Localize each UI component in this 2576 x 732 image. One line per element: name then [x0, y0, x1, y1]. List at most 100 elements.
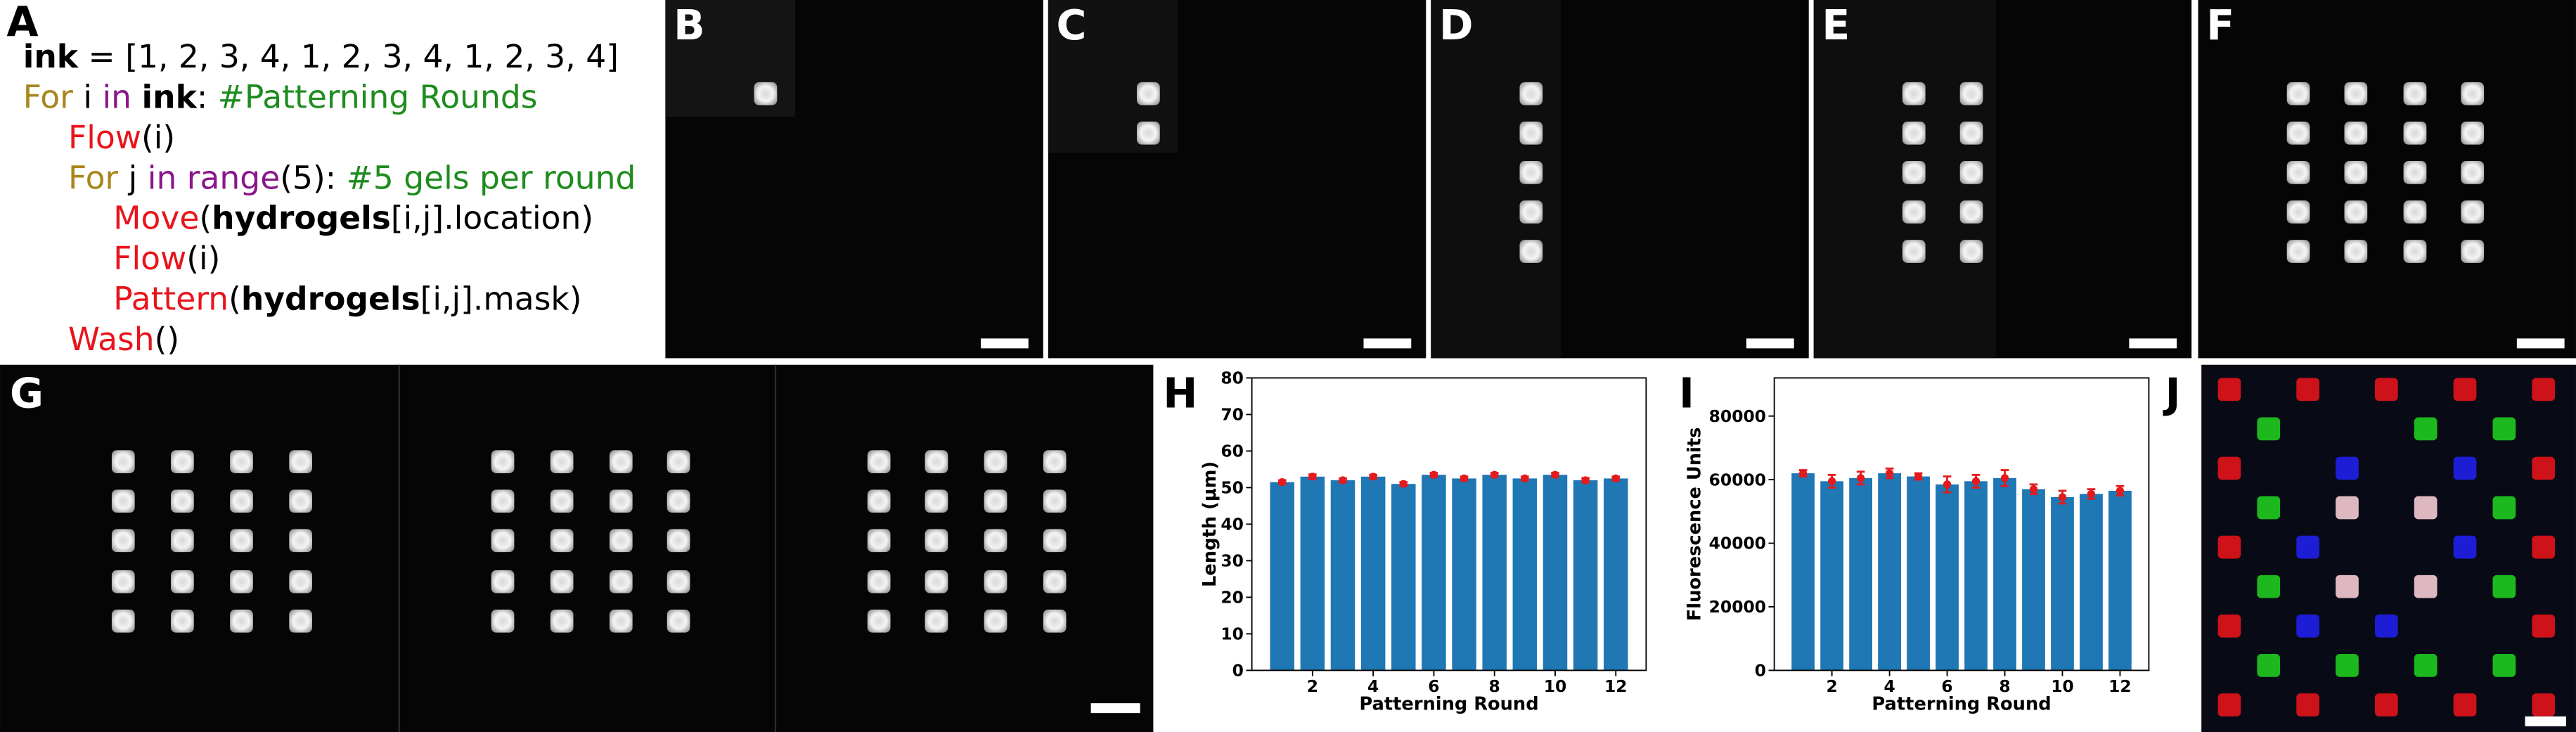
hydrogel: [666, 450, 690, 473]
patterned-gel: [2414, 417, 2437, 441]
mean-marker: [2087, 489, 2096, 499]
patterned-gel: [2414, 496, 2437, 520]
panel-label: A: [6, 0, 38, 46]
y-tick-label: 70: [1221, 405, 1244, 425]
code-token: ink: [23, 38, 79, 75]
hydrogel: [2286, 160, 2310, 184]
mean-marker: [1490, 470, 1499, 479]
hydrogel: [2286, 82, 2310, 105]
hydrogel: [1043, 609, 1067, 633]
hydrogel: [1519, 200, 1543, 224]
hydrogel: [1902, 82, 1926, 105]
bar: [1300, 476, 1325, 671]
x-tick-label: 12: [2108, 676, 2132, 696]
hydrogel: [230, 489, 253, 513]
bar: [1878, 473, 1901, 671]
patterned-gel: [2257, 574, 2281, 598]
hydrogel: [609, 570, 633, 593]
mean-marker: [1429, 470, 1438, 479]
hydrogel: [609, 489, 633, 513]
hydrogel: [111, 450, 135, 473]
patterned-gel: [2532, 693, 2556, 717]
mean-marker: [1885, 469, 1894, 477]
bar: [1573, 480, 1598, 671]
code-token: = [1, 2, 3, 4, 1, 2, 3, 4, 1, 2, 3, 4]: [78, 38, 619, 75]
patterned-gel: [2257, 654, 2281, 677]
mean-marker: [1857, 474, 1865, 482]
hydrogel: [984, 609, 1007, 633]
patterned-gel: [2336, 456, 2359, 480]
x-tick-label: 4: [1883, 676, 1895, 696]
patterned-gel: [2492, 417, 2516, 441]
hydrogel: [289, 570, 312, 593]
hydrogel: [609, 609, 633, 633]
hydrogel: [2403, 240, 2427, 263]
x-tick-label: 8: [1489, 676, 1500, 696]
patterned-gel: [2492, 654, 2516, 677]
hydrogel: [984, 529, 1007, 553]
patterned-gel: [2453, 693, 2477, 717]
bar: [1543, 475, 1568, 671]
patterned-gel: [2217, 535, 2241, 559]
x-tick-label: 2: [1307, 676, 1318, 696]
bar: [1391, 484, 1416, 671]
code-token: [i,j].mask): [420, 281, 582, 318]
code-token: range: [187, 159, 280, 196]
bar: [2108, 490, 2132, 671]
mean-marker: [1799, 469, 1808, 477]
hydrogel: [171, 450, 194, 473]
mean-marker: [1521, 474, 1529, 483]
hydrogel: [984, 570, 1007, 593]
y-axis-label: Length (μm): [1199, 461, 1221, 587]
hydrogel: [2403, 160, 2427, 184]
x-tick-label: 12: [1604, 676, 1628, 696]
hydrogel: [289, 489, 312, 513]
code-token: Pattern: [113, 281, 228, 318]
code-line: Flow(i): [113, 240, 220, 277]
mean-marker: [1339, 476, 1347, 484]
panel-label: I: [1679, 370, 1694, 418]
hydrogel: [289, 529, 312, 553]
patterned-gel: [2217, 693, 2241, 717]
hydrogel: [2403, 200, 2427, 224]
plot-frame: [1773, 377, 2150, 672]
code-line: For i in ink: #Patterning Rounds: [23, 78, 538, 115]
x-tick-label: 6: [1428, 676, 1439, 696]
code-token: Flow: [68, 119, 141, 156]
code-token: (5):: [280, 159, 346, 196]
bar: [1964, 481, 1988, 671]
panel-label: F: [2206, 1, 2234, 49]
hydrogel: [1902, 160, 1926, 184]
hydrogel: [1959, 240, 1983, 263]
hydrogel: [550, 489, 574, 513]
bar: [1936, 484, 1959, 671]
bar: [1604, 478, 1628, 671]
y-tick-label: 50: [1221, 478, 1244, 498]
patterned-gel: [2532, 614, 2556, 638]
hydrogel: [984, 450, 1007, 473]
bar: [1422, 475, 1446, 671]
hydrogel: [2344, 121, 2368, 145]
hydrogel: [1043, 450, 1067, 473]
hydrogel: [2344, 240, 2368, 263]
hydrogel: [111, 529, 135, 553]
hydrogel: [2344, 200, 2368, 224]
mean-marker: [1914, 472, 1923, 481]
panel-label: H: [1163, 370, 1197, 418]
hydrogel: [867, 570, 891, 593]
scale-bar: [1363, 338, 1412, 349]
hydrogel: [491, 570, 515, 593]
code-token: Flow: [113, 240, 186, 277]
patterned-gel: [2217, 456, 2241, 480]
patterned-gel: [2296, 614, 2319, 638]
code-line: Move(hydrogels[i,j].location): [113, 200, 593, 237]
patterned-gel: [2296, 535, 2319, 559]
hydrogel: [491, 489, 515, 513]
bar: [2080, 494, 2103, 671]
code-token: i: [73, 78, 103, 115]
patterned-gel: [2257, 496, 2281, 520]
hydrogel: [984, 489, 1007, 513]
code-token: (i): [141, 119, 175, 156]
bar: [1791, 473, 1815, 671]
